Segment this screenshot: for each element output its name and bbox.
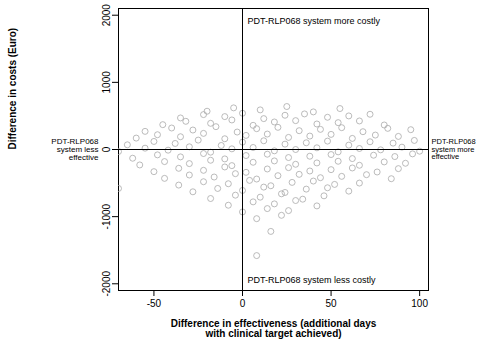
svg-text:-50: -50 (147, 298, 162, 309)
svg-text:PDT-RLP068 system more costly: PDT-RLP068 system more costly (248, 16, 381, 26)
svg-text:50: 50 (326, 298, 338, 309)
svg-text:2000: 2000 (101, 4, 112, 27)
svg-text:PDT-RLP068system moreeffective: PDT-RLP068system moreeffective (432, 137, 476, 161)
svg-text:Difference in effectiveness (a: Difference in effectiveness (additional … (171, 318, 377, 339)
svg-text:0: 0 (240, 298, 246, 309)
svg-text:1000: 1000 (101, 71, 112, 94)
svg-text:0: 0 (101, 146, 112, 152)
svg-text:-1000: -1000 (101, 203, 112, 229)
svg-text:Difference in costs (Euro): Difference in costs (Euro) (7, 28, 18, 150)
svg-text:PDT-RLP068system lesseffective: PDT-RLP068system lesseffective (51, 137, 99, 162)
svg-text:100: 100 (411, 298, 428, 309)
svg-text:PDT-RLP068 system less costly: PDT-RLP068 system less costly (248, 275, 377, 285)
svg-text:-2000: -2000 (101, 271, 112, 297)
